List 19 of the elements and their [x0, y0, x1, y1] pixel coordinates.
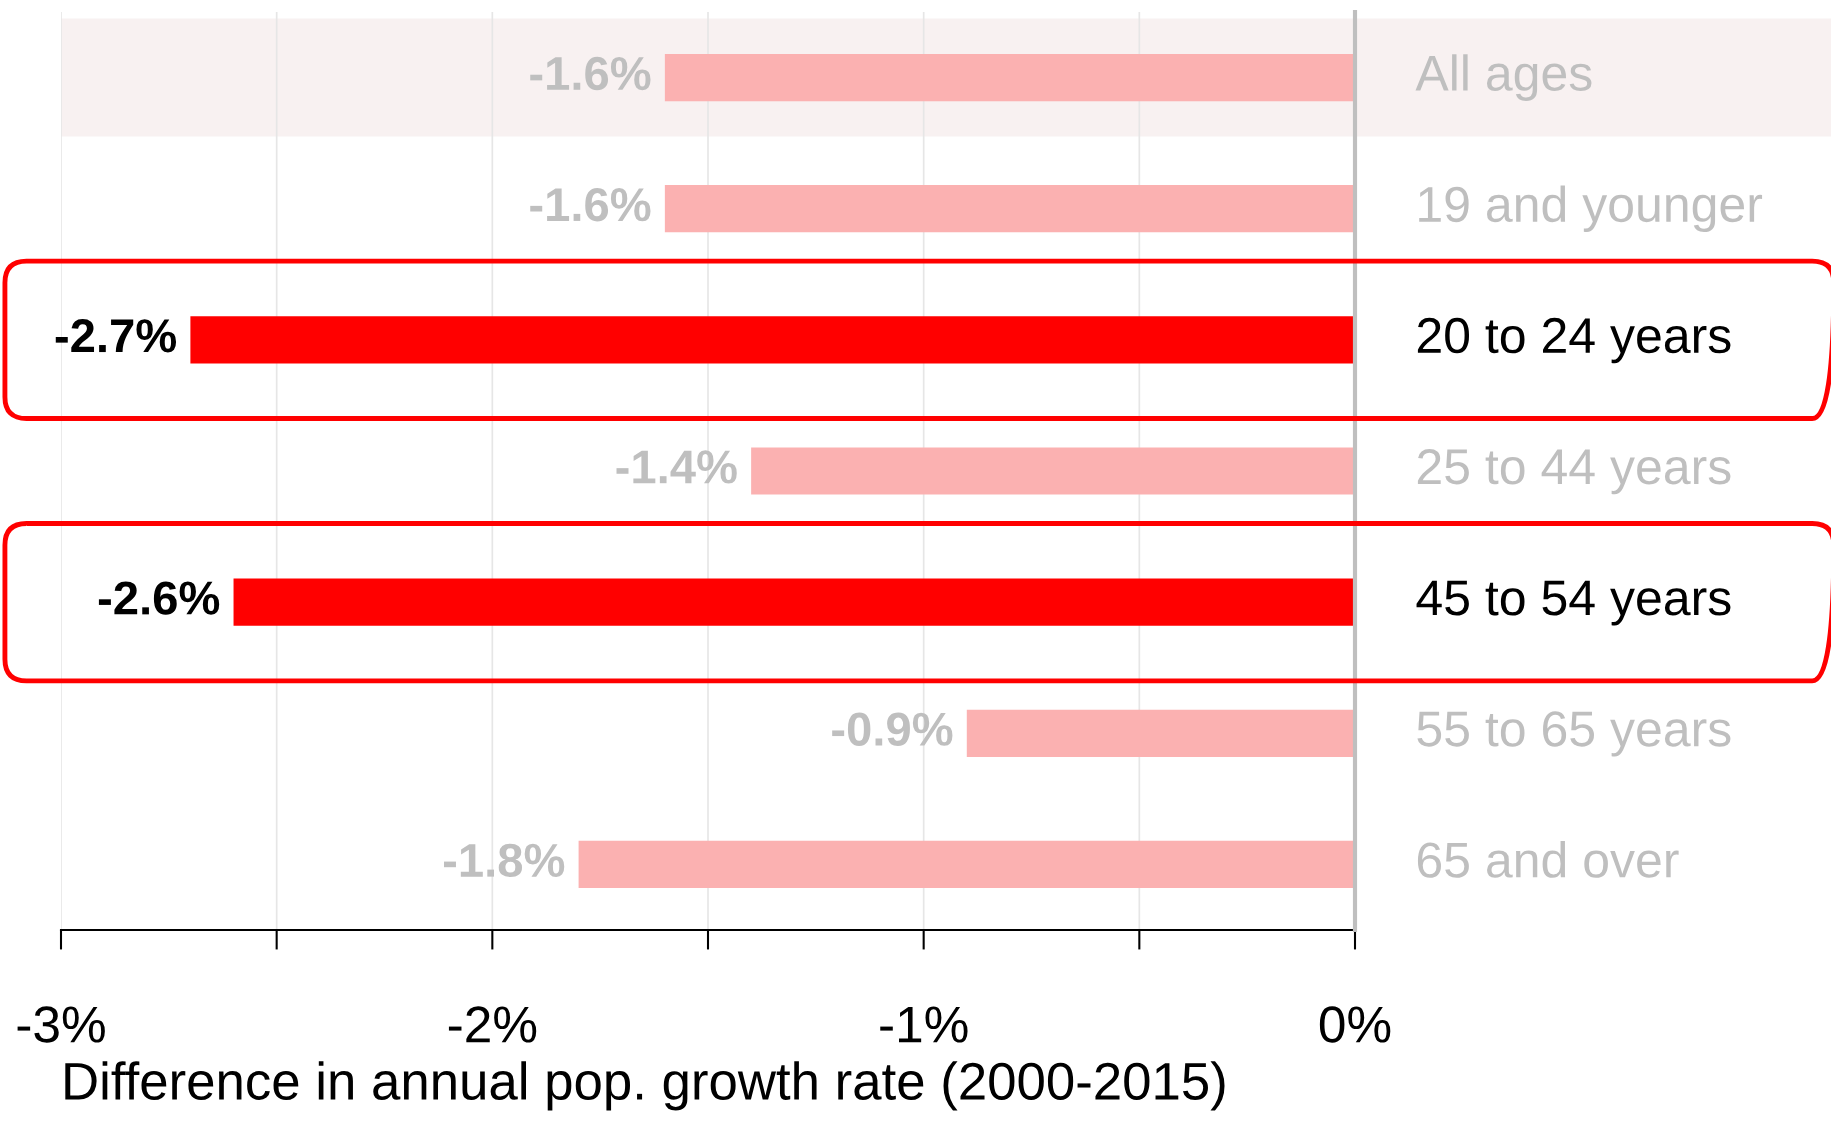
y-tick-label: 55 to 65 years [1417, 711, 1731, 757]
data-label: -2.6% [98, 581, 220, 615]
x-tick-label: -3% [17, 1006, 105, 1043]
y-tick-label: 25 to 44 years [1417, 449, 1731, 495]
data-label: -1.4% [616, 450, 737, 484]
data-label: -1.8% [443, 843, 565, 878]
y-tick-label: 45 to 54 years [1416, 580, 1731, 626]
y-tick-label: 19 and younger [1419, 185, 1763, 233]
x-tick-label: 0% [1319, 1006, 1391, 1043]
y-tick-label: 20 to 24 years [1417, 317, 1731, 364]
data-label: -1.6% [530, 187, 651, 222]
x-tick-label: -1% [880, 1006, 968, 1043]
y-tick-label: 65 and over [1417, 841, 1679, 878]
y-tick-label: All ages [1415, 54, 1592, 101]
data-label: -0.9% [832, 712, 953, 746]
data-label: -2.7% [55, 319, 177, 353]
data-label: -1.6% [530, 56, 651, 91]
x-axis-title: Difference in annual pop. growth rate (2000-2015) [65, 1061, 1225, 1111]
x-tick-label: -2% [448, 1006, 537, 1043]
